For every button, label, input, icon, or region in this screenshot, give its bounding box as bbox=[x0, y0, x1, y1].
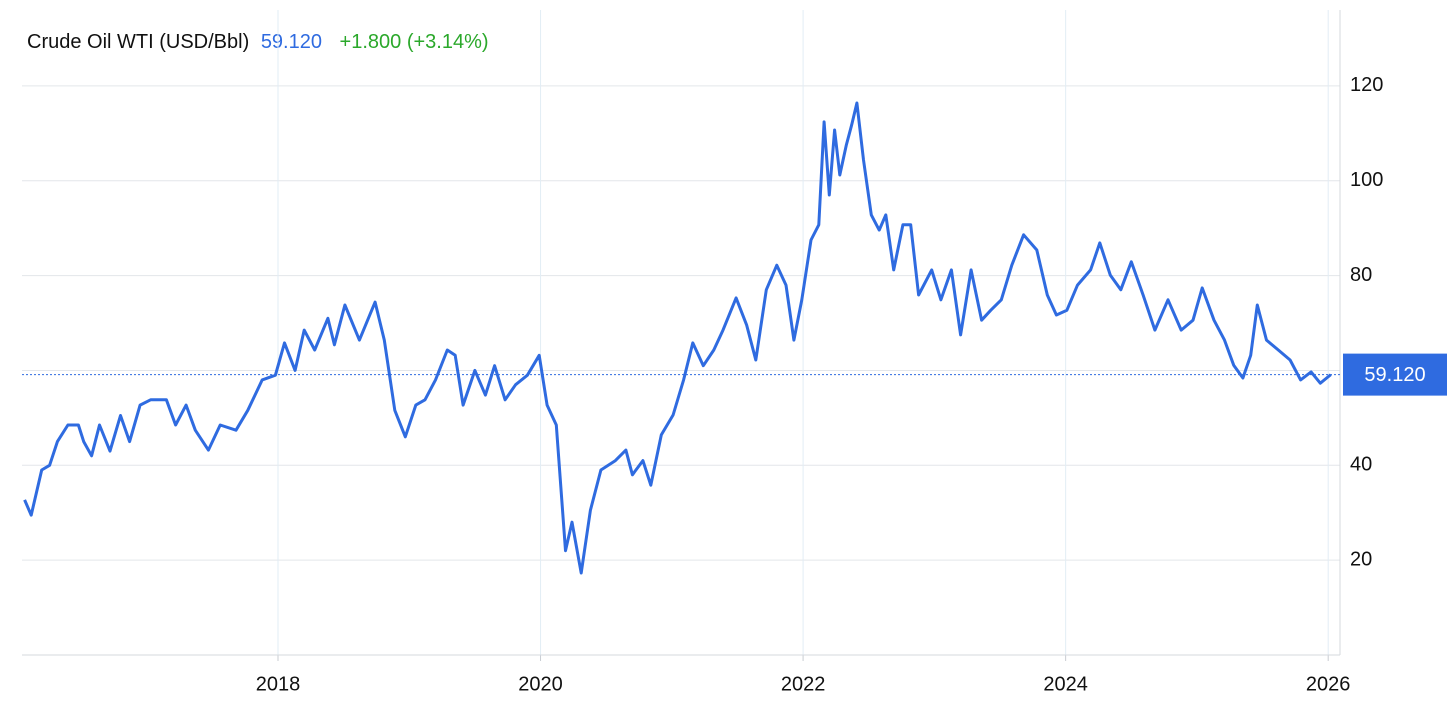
y-tick-label: 40 bbox=[1350, 454, 1372, 476]
current-price-badge-label: 59.120 bbox=[1364, 364, 1425, 386]
chart-title-row: Crude Oil WTI (USD/Bbl) 59.120 +1.800 (+… bbox=[27, 31, 489, 53]
price-line bbox=[23, 101, 1332, 575]
x-tick-label: 2020 bbox=[518, 673, 563, 695]
x-tick-label: 2018 bbox=[256, 673, 301, 695]
x-tick-label: 2022 bbox=[781, 673, 826, 695]
y-tick-label: 20 bbox=[1350, 548, 1372, 570]
y-tick-label: 100 bbox=[1350, 169, 1383, 191]
current-price-badge bbox=[1343, 353, 1447, 396]
chart-title: Crude Oil WTI (USD/Bbl) bbox=[27, 31, 249, 53]
x-tick-label: 2024 bbox=[1043, 673, 1088, 695]
y-tick-label: 120 bbox=[1350, 74, 1383, 96]
x-tick-label: 2026 bbox=[1306, 673, 1351, 695]
price-change: +1.800 (+3.14%) bbox=[340, 31, 489, 53]
current-price: 59.120 bbox=[261, 31, 322, 53]
y-tick-label: 80 bbox=[1350, 264, 1372, 286]
